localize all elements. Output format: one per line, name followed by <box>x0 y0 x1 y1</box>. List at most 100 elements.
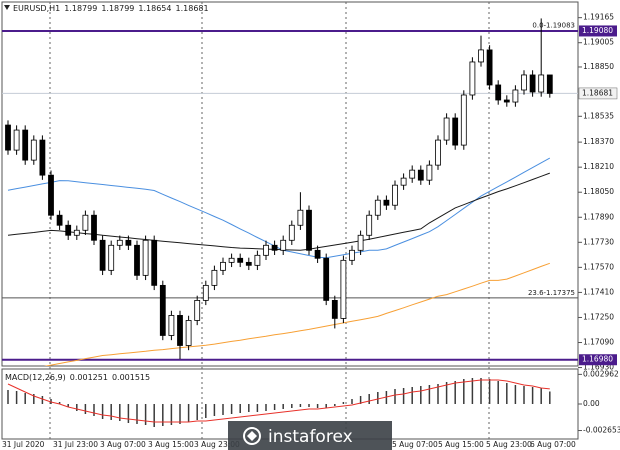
candle-body <box>521 74 527 91</box>
candle-body <box>91 214 97 241</box>
candle-body <box>237 257 244 263</box>
candle-body <box>254 254 261 266</box>
candle-body <box>194 300 201 321</box>
level-label: 1.19080 <box>582 26 613 35</box>
candle-body <box>228 257 235 263</box>
candle-body <box>443 117 450 141</box>
candle-body <box>125 239 132 246</box>
x-tick-label: 3 Aug 23:00 <box>194 440 240 449</box>
candle-body <box>366 214 373 236</box>
y-tick-label: 1.18850 <box>583 62 614 71</box>
candle-body <box>39 139 46 176</box>
candle-body <box>271 244 278 251</box>
candle-body <box>211 269 218 286</box>
symbol-header: EURUSD,H1 1.18799 1.18799 1.18654 1.18681 <box>13 4 209 13</box>
candle-body <box>82 214 89 231</box>
level-label-box <box>579 354 617 366</box>
close-value: 1.18681 <box>176 4 209 13</box>
candle-body <box>116 239 123 246</box>
candle-body <box>30 139 37 161</box>
main-panel-frame <box>1 1 579 367</box>
candle-body <box>426 164 433 181</box>
candle-body <box>134 244 140 276</box>
macd-header: MACD(12,26,9) 0.001251 0.001515 <box>5 373 150 382</box>
signal-line <box>7 379 550 423</box>
moving-average <box>7 172 550 251</box>
symbol: EURUSD,H1 <box>13 4 60 13</box>
candle-body <box>22 129 29 161</box>
macd-value: 0.001251 <box>70 373 108 382</box>
candle-body <box>503 99 510 103</box>
y-tick-label: 1.17570 <box>583 262 614 271</box>
y-tick-label: 1.17410 <box>583 287 614 296</box>
high-value: 1.18799 <box>101 4 134 13</box>
candle-body <box>202 284 209 301</box>
candle-body <box>108 244 115 271</box>
candle-body <box>495 84 502 101</box>
y-tick-label: 1.16930 <box>583 363 614 372</box>
candle-body <box>263 244 269 256</box>
fibo-label: 23.6-1.17375 <box>528 289 575 297</box>
candle-body <box>306 209 312 251</box>
fibo-label: 0.0-1.19083 <box>532 21 575 29</box>
y-tick-label: 1.17890 <box>583 212 614 221</box>
low-value: 1.18654 <box>138 4 171 13</box>
candle-body <box>65 224 72 236</box>
candle-body <box>486 49 493 86</box>
y-tick-label: 1.18535 <box>583 111 614 120</box>
candle-body <box>374 199 381 216</box>
y-tick-label: 1.17090 <box>583 338 614 347</box>
current-price-box <box>578 87 618 100</box>
candle-body <box>409 169 416 179</box>
candle-body <box>245 261 252 266</box>
candle-body <box>452 117 459 146</box>
y-tick-label: 1.19165 <box>583 13 614 22</box>
y-tick-label: -0.002653 <box>583 426 620 435</box>
y-tick-label: 1.19005 <box>583 38 614 47</box>
candle-body <box>99 239 106 271</box>
x-tick-label: 3 Aug 07:00 <box>100 440 146 449</box>
candle-body <box>392 184 398 206</box>
y-tick-label: 0.00 <box>583 399 600 408</box>
y-tick-label: 0.002962 <box>583 369 619 378</box>
watermark-logo <box>243 427 261 445</box>
candle-body <box>400 177 407 186</box>
moving-average <box>43 262 550 366</box>
plot-layer: 1.19165 1.19005 1.18850 1.18535 1.18370 1.182… <box>2 13 620 449</box>
open-value: 1.18799 <box>64 4 97 13</box>
candle-body <box>314 249 321 259</box>
x-tick-label: 5 Aug 07:00 <box>392 440 438 449</box>
watermark: instaforex <box>228 421 392 450</box>
candle-body <box>280 239 287 251</box>
candle-body <box>73 229 80 236</box>
candle-body <box>220 261 226 271</box>
candle-body <box>546 74 553 94</box>
candle-body <box>460 94 467 146</box>
macd-title: MACD(12,26,9) <box>5 373 66 382</box>
candle-body <box>185 320 192 346</box>
x-tick-label: 6 Aug 07:00 <box>530 440 576 449</box>
x-tick-label: 31 Jul 2020 <box>2 440 45 449</box>
candle-body <box>177 315 183 346</box>
candle-body <box>417 169 424 181</box>
candle-body <box>323 257 330 301</box>
candle-body <box>538 74 545 93</box>
x-tick-label: 5 Aug 15:00 <box>438 440 484 449</box>
x-tick-label: 5 Aug 23:00 <box>486 440 532 449</box>
candle-body <box>168 315 175 336</box>
y-tick-label: 1.17250 <box>583 312 614 321</box>
x-tick-label: 3 Aug 15:00 <box>148 440 194 449</box>
x-tick-label: 31 Jul 23:00 <box>53 440 98 449</box>
candle-body <box>56 214 63 226</box>
watermark-logo-mark <box>247 431 257 441</box>
current-price-label: 1.18681 <box>582 88 613 97</box>
candle-body <box>297 209 304 226</box>
signal-value: 0.001515 <box>112 373 150 382</box>
y-tick-label: 1.18050 <box>583 187 614 196</box>
candle-body <box>151 239 158 286</box>
watermark-text: instaforex <box>268 427 353 447</box>
y-tick-label: 1.17730 <box>583 237 614 246</box>
y-tick-label: 1.18370 <box>583 137 614 146</box>
candle-body <box>159 284 166 336</box>
